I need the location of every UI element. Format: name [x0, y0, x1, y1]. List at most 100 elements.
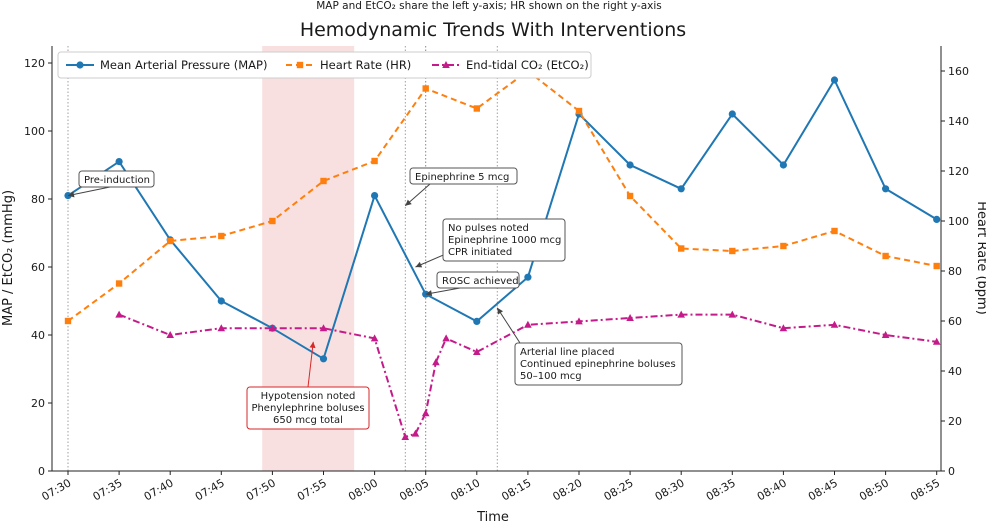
etco2-point: [166, 331, 174, 338]
y-left-tick-label: 80: [31, 193, 45, 206]
etco2-point: [575, 317, 583, 325]
map-point: [933, 215, 941, 223]
y-right-tick-label: 160: [948, 65, 969, 78]
etco2-point: [411, 429, 420, 437]
x-tick-label: 08:20: [551, 476, 585, 503]
annotation-arrowhead: [415, 261, 423, 268]
annotation-arrow: [307, 341, 314, 388]
etco2-point: [473, 348, 481, 355]
map-point: [473, 317, 481, 325]
annotation-arrow: [496, 307, 521, 344]
etco2-point: [268, 324, 277, 332]
etco2-point: [319, 324, 328, 332]
y-left-tick-label: 120: [24, 57, 45, 70]
annotation-text: 650 mcg total: [273, 415, 343, 426]
etco2-point: [626, 314, 634, 321]
x-axis-label: Time: [476, 510, 509, 523]
legend-label: Mean Arterial Pressure (MAP): [100, 58, 267, 72]
annotation-text: Continued epinephrine boluses: [520, 359, 676, 370]
x-tick-label: 07:45: [193, 476, 227, 503]
y-right-tick-label: 140: [948, 115, 969, 128]
legend-marker: [442, 61, 450, 68]
etco2-point: [830, 320, 839, 328]
annotation-text: Epinephrine 1000 mcg: [448, 235, 561, 246]
hr-point: [933, 262, 940, 270]
y-right-tick-label: 40: [948, 365, 962, 378]
annotation-text: Hypotension noted: [261, 391, 356, 402]
hr-point: [831, 227, 838, 235]
etco2-point: [932, 337, 941, 345]
annotation-arrowhead: [425, 290, 433, 297]
x-tick-label: 07:35: [91, 476, 125, 503]
annotation-arrow: [67, 186, 111, 197]
annotations-group: Pre-induction Hypotension notedPhenylephr…: [67, 167, 683, 430]
hr-line: [67, 69, 937, 322]
annotation-text: Phenylephrine boluses: [251, 403, 364, 414]
x-tick-label: 08:35: [704, 476, 738, 503]
x-tick-label: 07:50: [244, 476, 278, 503]
y-left-tick-label: 0: [38, 465, 45, 478]
annotation-text: CPR initiated: [448, 247, 512, 258]
map-point: [728, 110, 736, 118]
annotation-text: No pulses noted: [448, 223, 529, 234]
annotation-text: ROSC achieved: [442, 276, 519, 287]
annotation-arrowhead: [309, 341, 316, 349]
etco2-point: [432, 358, 440, 366]
etco2-point: [442, 334, 450, 342]
chart-title: Hemodynamic Trends With Interventions: [300, 19, 686, 41]
y-right-tick-label: 120: [948, 165, 969, 178]
x-tick-label: 08:30: [653, 476, 687, 503]
hr-point: [269, 217, 276, 225]
y-left-tick-label: 60: [31, 261, 45, 274]
map-point: [217, 297, 225, 305]
x-tick-label: 08:45: [806, 476, 840, 503]
map-point: [319, 355, 328, 363]
y-right-tick-label: 60: [948, 315, 962, 328]
etco2-point: [421, 409, 430, 417]
x-tick-label: 08:25: [602, 476, 636, 503]
map-point: [779, 161, 788, 169]
y-right-tick-label: 100: [948, 215, 969, 228]
etco2-point: [524, 320, 532, 328]
x-tick-label: 08:05: [397, 476, 431, 503]
x-tick-label: 07:30: [40, 476, 74, 503]
x-tick-label: 08:50: [857, 476, 891, 503]
annotation-box: [409, 167, 518, 185]
hr-point: [575, 107, 583, 115]
y-left-tick-label: 20: [31, 397, 45, 410]
legend: Mean Arterial Pressure (MAP) Heart Rate (…: [57, 51, 592, 79]
event-lines-group: [67, 46, 498, 471]
annotation-box: [436, 271, 520, 289]
annotation-box: [246, 386, 370, 430]
hr-point: [882, 252, 889, 260]
map-point: [626, 161, 634, 169]
map-point: [371, 192, 379, 200]
x-tick-label: 07:40: [142, 476, 176, 503]
etco2-point: [728, 310, 737, 318]
hr-point: [218, 232, 225, 240]
legend-label: Heart Rate (HR): [320, 58, 411, 72]
x-tick-label: 08:55: [908, 476, 942, 503]
series-group: [64, 67, 941, 440]
etco2-point: [370, 334, 379, 342]
etco2-point: [881, 331, 890, 338]
x-tick-label: 08:10: [448, 476, 482, 503]
annotation-arrowhead: [68, 191, 75, 198]
hr-point: [678, 245, 685, 252]
y-right-tick-label: 0: [948, 465, 955, 478]
annotation-arrowhead: [405, 199, 412, 206]
annotation-arrowhead: [497, 307, 504, 315]
map-line: [67, 77, 938, 361]
hr-point: [729, 247, 736, 255]
etco2-point: [677, 310, 685, 318]
etco2-point: [779, 324, 788, 332]
map-point: [524, 273, 532, 281]
annotation-box: [78, 170, 155, 188]
x-tick-label: 08:40: [755, 476, 789, 503]
legend-label: End-tidal CO₂ (EtCO₂): [466, 58, 589, 72]
annotation-text: 50–100 mcg: [520, 371, 582, 382]
legend-box: [57, 51, 592, 79]
map-point: [830, 76, 839, 84]
y-axis-right-label: Heart Rate (bpm): [974, 201, 986, 315]
